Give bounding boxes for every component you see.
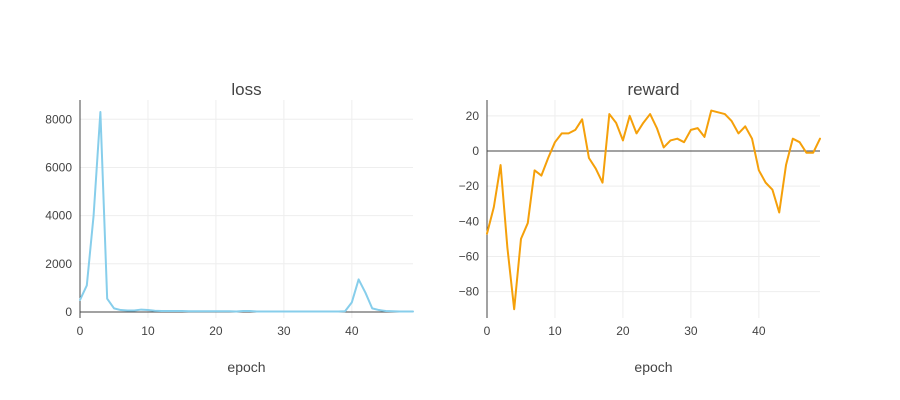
x-tick-label: 40 [345, 324, 359, 338]
y-tick-label: 8000 [45, 112, 72, 126]
series-line [79, 111, 414, 313]
y-tick-label: 20 [466, 109, 480, 123]
x-axis-title: epoch [227, 359, 265, 375]
y-tick-label: 0 [472, 144, 479, 158]
x-tick-label: 30 [684, 324, 698, 338]
x-tick-label: 20 [616, 324, 630, 338]
subplot-reward: 0 10 20 30 40 −80 −60 −40 −20 0 20 reward epoch [459, 80, 821, 375]
series-line [486, 109, 821, 311]
x-tick-label: 40 [752, 324, 766, 338]
x-axis-title: epoch [634, 359, 672, 375]
y-tick-label: 6000 [45, 160, 72, 174]
x-tick-label: 30 [277, 324, 291, 338]
x-tick-label: 0 [484, 324, 491, 338]
y-tick-label: −40 [459, 214, 480, 228]
subplot-loss: 0 10 20 30 40 0 2000 4000 6000 8000 loss epoch [45, 80, 414, 375]
y-tick-label: −60 [459, 249, 480, 263]
y-tick-label: 2000 [45, 257, 72, 271]
x-tick-label: 20 [209, 324, 223, 338]
y-tick-label: 4000 [45, 209, 72, 223]
x-tick-label: 0 [77, 324, 84, 338]
y-tick-label: −80 [459, 285, 480, 299]
y-tick-label: 0 [65, 305, 72, 319]
x-tick-label: 10 [141, 324, 155, 338]
y-tick-label: −20 [459, 179, 480, 193]
chart-title: loss [231, 80, 261, 99]
x-tick-label: 10 [548, 324, 562, 338]
chart-title: reward [628, 80, 680, 99]
